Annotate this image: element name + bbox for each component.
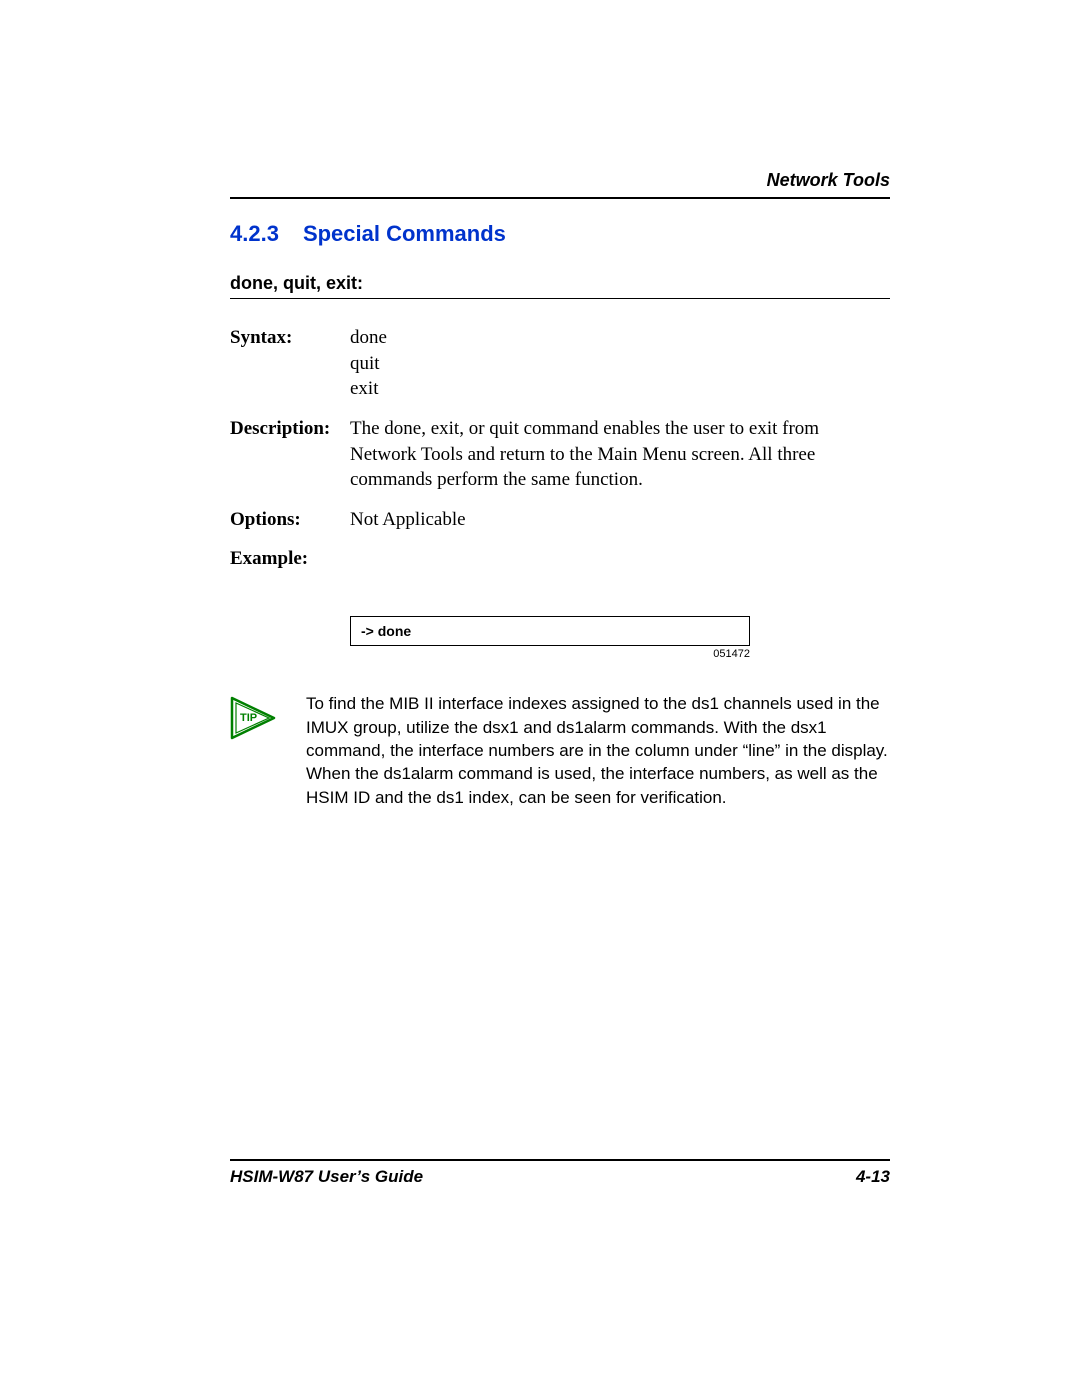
syntax-line-3: exit: [350, 376, 890, 402]
description-value: The done, exit, or quit command enables …: [350, 416, 890, 507]
options-row: Options: Not Applicable: [230, 507, 890, 547]
command-name-heading: done, quit, exit:: [230, 273, 890, 299]
example-value-cell: [350, 546, 890, 586]
page-footer: HSIM-W87 User’s Guide 4-13: [230, 1159, 890, 1187]
example-terminal-box: -> done: [350, 616, 750, 646]
syntax-row: Syntax: done quit exit: [230, 325, 890, 416]
tip-icon: TIP: [230, 692, 290, 747]
options-label: Options:: [230, 507, 350, 547]
section-heading: 4.2.3 Special Commands: [230, 221, 890, 247]
section-number: 4.2.3: [230, 221, 279, 246]
example-figure-id: 051472: [350, 648, 750, 660]
tip-block: TIP To find the MIB II interface indexes…: [230, 692, 890, 809]
options-value: Not Applicable: [350, 507, 890, 547]
running-title: Network Tools: [767, 170, 890, 190]
example-label: Example:: [230, 546, 350, 586]
example-row: Example:: [230, 546, 890, 586]
footer-page-number: 4-13: [856, 1167, 890, 1187]
command-definition-table: Syntax: done quit exit Description: The …: [230, 325, 890, 586]
running-header: Network Tools: [230, 170, 890, 199]
description-label: Description:: [230, 416, 350, 507]
section-title: Special Commands: [303, 221, 506, 246]
syntax-line-1: done: [350, 325, 890, 351]
footer-guide-title: HSIM-W87 User’s Guide: [230, 1167, 423, 1187]
example-area: -> done 051472: [350, 616, 750, 660]
tip-badge-label: TIP: [240, 712, 257, 724]
tip-body: To find the MIB II interface indexes ass…: [306, 692, 890, 809]
example-prompt-text: -> done: [361, 623, 411, 639]
description-row: Description: The done, exit, or quit com…: [230, 416, 890, 507]
syntax-line-2: quit: [350, 351, 890, 377]
syntax-value: done quit exit: [350, 325, 890, 416]
syntax-label: Syntax:: [230, 325, 350, 416]
